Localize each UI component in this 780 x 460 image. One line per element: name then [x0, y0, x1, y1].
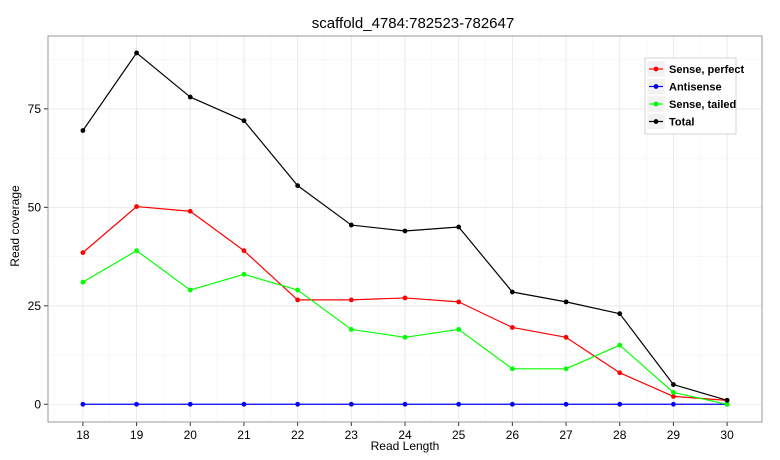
data-point: [509, 401, 515, 407]
data-point: [617, 370, 623, 376]
data-point: [295, 297, 301, 303]
data-point: [80, 401, 86, 407]
x-tick-label: 27: [559, 428, 573, 442]
y-tick-label: 50: [28, 200, 42, 214]
x-tick-label: 30: [720, 428, 734, 442]
x-tick-label: 29: [667, 428, 681, 442]
y-tick-label: 75: [28, 102, 42, 116]
data-point: [80, 250, 86, 256]
data-point: [295, 401, 301, 407]
legend-entry: Total: [669, 117, 694, 129]
data-point: [724, 401, 730, 407]
data-point: [241, 401, 247, 407]
x-tick-label: 18: [76, 428, 90, 442]
x-tick-label: 22: [291, 428, 305, 442]
data-point: [563, 299, 569, 305]
y-axis-title: Read coverage: [8, 185, 22, 267]
x-tick-label: 25: [452, 428, 466, 442]
data-point: [617, 401, 623, 407]
y-tick-label: 0: [34, 397, 41, 411]
legend: Sense, perfect Antisense Sense, tailed Tota…: [644, 57, 745, 135]
x-tick-label: 28: [613, 428, 627, 442]
legend-key-point: [653, 84, 659, 89]
data-point: [456, 224, 462, 230]
legend-entry: Sense, tailed: [669, 99, 736, 111]
chart-title: scaffold_4784:782523-782647: [312, 15, 514, 32]
data-point: [348, 401, 354, 407]
legend-entry: Antisense: [669, 82, 722, 94]
data-point: [80, 279, 86, 285]
data-point: [617, 342, 623, 348]
grid: [48, 36, 762, 422]
x-axis-title: Read Length: [371, 439, 440, 453]
data-point: [187, 208, 193, 214]
data-point: [509, 366, 515, 372]
data-point: [724, 397, 730, 403]
y-tick-label: 25: [28, 299, 42, 313]
legend-key-point: [653, 119, 659, 124]
data-point: [295, 183, 301, 189]
x-tick-label: 26: [506, 428, 520, 442]
data-point: [509, 289, 515, 295]
data-point: [348, 297, 354, 303]
data-point: [241, 118, 247, 124]
data-point: [509, 325, 515, 330]
data-point: [134, 248, 139, 254]
data-point: [402, 401, 408, 407]
data-point: [187, 94, 193, 100]
data-point: [671, 393, 676, 399]
legend-entry: Sense, perfect: [669, 64, 745, 76]
data-point: [456, 327, 462, 332]
x-tick-label: 21: [237, 428, 251, 442]
data-point: [617, 311, 623, 317]
data-points: [80, 50, 730, 407]
data-point: [563, 334, 569, 340]
data-point: [671, 401, 676, 407]
x-tick-label: 19: [130, 428, 144, 442]
legend-key-point: [653, 101, 659, 107]
legend-key-point: [653, 66, 659, 72]
data-point: [80, 128, 86, 133]
data-point: [671, 390, 676, 395]
data-point: [456, 299, 462, 305]
data-point: [295, 287, 301, 293]
x-tick-label: 24: [398, 428, 412, 442]
data-point: [241, 248, 247, 254]
data-point: [134, 401, 139, 407]
data-point: [456, 401, 462, 407]
data-point: [134, 204, 139, 209]
data-point: [134, 50, 139, 56]
data-point: [402, 334, 408, 340]
axes: 0 25 50 75 18 19 20 21 22 23 24 25 26 27 28 29 30: [28, 35, 763, 442]
x-tick-label: 20: [184, 428, 198, 442]
data-point: [348, 222, 354, 228]
data-point: [187, 401, 193, 407]
data-point: [241, 271, 247, 277]
data-point: [671, 382, 676, 387]
data-point: [402, 295, 408, 301]
plot-panel-border: [47, 35, 763, 423]
data-point: [187, 287, 193, 293]
data-point: [402, 228, 408, 234]
data-point: [563, 366, 569, 372]
x-tick-label: 23: [345, 428, 359, 442]
data-point: [348, 327, 354, 332]
data-point: [563, 401, 569, 407]
